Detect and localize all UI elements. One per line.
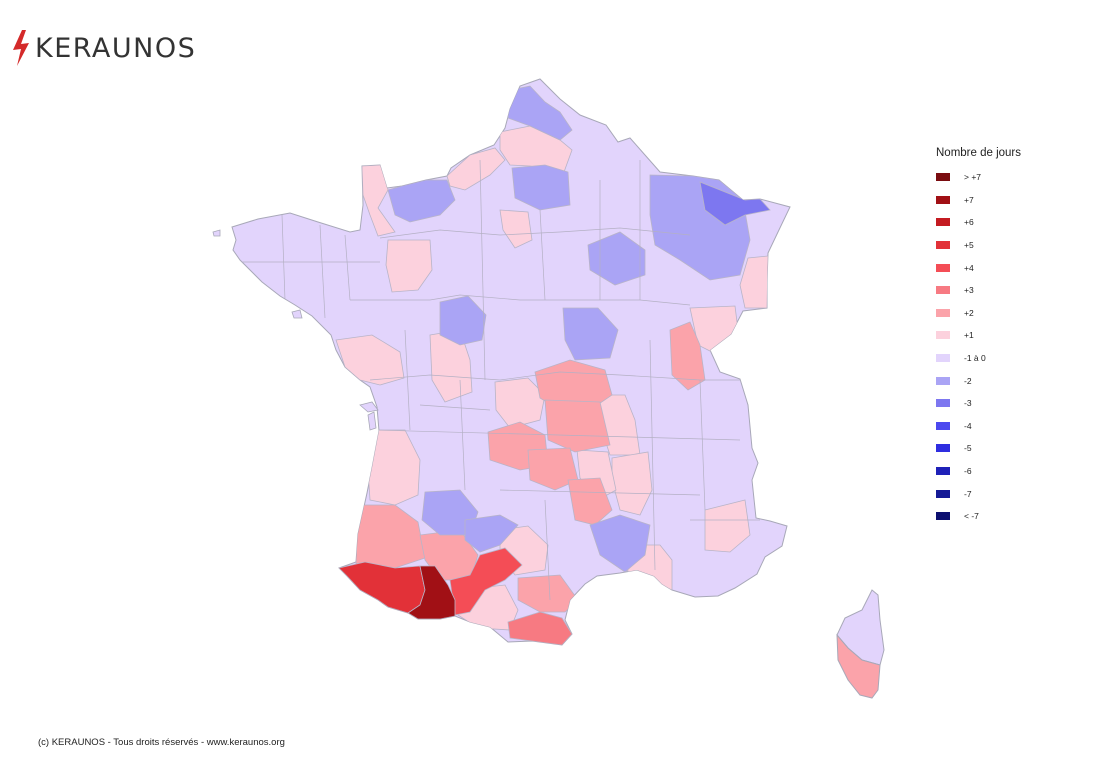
legend-label: -7 <box>964 488 972 499</box>
legend-swatch <box>936 489 950 498</box>
dept-plus4-haute-garonne <box>449 547 523 616</box>
dept-plus2-puy-de-dome <box>544 399 611 453</box>
ouessant <box>212 229 221 237</box>
dept-minus2-lot-et-garonne <box>464 514 519 553</box>
dept-plus1-vendee <box>335 334 405 386</box>
france-mainland <box>231 78 791 646</box>
dept-plus1-var <box>704 499 751 553</box>
dept-minus2-vosges-moselle <box>699 181 771 226</box>
legend-item: +4 <box>936 256 1021 279</box>
legend-label: -1 à 0 <box>964 353 986 364</box>
legend-label: > +7 <box>964 172 982 183</box>
legend-swatch <box>936 467 950 476</box>
legend-label: +2 <box>964 307 974 318</box>
legend-swatch <box>936 195 950 204</box>
dept-minus2-aube <box>587 231 646 286</box>
legend-label: < -7 <box>964 511 979 522</box>
dept-plus1-sarthe <box>385 239 433 293</box>
legend-label: +6 <box>964 217 974 228</box>
legend-swatch <box>936 286 950 295</box>
dept-plus1-haut-rhin <box>739 255 769 309</box>
dept-minus2-calvados <box>387 179 456 223</box>
legend: Nombre de jours > +7 +7 +6 +5 +4 +3 +2 +1 -1 à 0… <box>936 147 1021 528</box>
corsica-corse-du-sud <box>836 633 881 699</box>
dept-plus2-lozere <box>567 477 613 526</box>
keraunos-logo: KERAUNOS <box>10 28 196 68</box>
dept-minus2-aisne <box>511 164 571 211</box>
lightning-bolt-icon <box>13 30 29 66</box>
legend-label: -5 <box>964 443 972 454</box>
legend-label: +1 <box>964 330 974 341</box>
legend-swatch <box>936 399 950 408</box>
dept-plus2-aude-north <box>517 574 579 613</box>
legend-swatch <box>936 308 950 317</box>
dept-plus1-oise <box>499 209 533 249</box>
legend-item: +1 <box>936 324 1021 347</box>
dept-minus2-nievre <box>562 307 619 361</box>
dept-plus1-seine-maritime <box>446 147 506 191</box>
legend-item: +2 <box>936 302 1021 325</box>
legend-item: -4 <box>936 415 1021 438</box>
legend-swatch <box>936 173 950 182</box>
logo-text: KERAUNOS <box>35 32 197 64</box>
legend-swatch <box>936 512 950 521</box>
dept-plus3-pyrenees-orientales <box>507 611 573 645</box>
ile-de-re <box>359 401 379 413</box>
legend-label: -4 <box>964 420 972 431</box>
dept-plus5-pyrenees-atlantiques <box>338 561 426 614</box>
legend-title: Nombre de jours <box>936 147 1022 159</box>
departments <box>212 78 885 699</box>
legend-label: +7 <box>964 194 974 205</box>
legend-item: > +7 <box>936 166 1021 189</box>
legend-item: -6 <box>936 460 1021 483</box>
legend-swatch <box>936 354 950 363</box>
legend-swatch <box>936 331 950 340</box>
dept-minus2-nord <box>507 85 573 141</box>
legend-item: -5 <box>936 437 1021 460</box>
copyright-footer: (c) KERAUNOS - Tous droits réservés - ww… <box>38 737 285 748</box>
legend-label: +4 <box>964 262 974 273</box>
legend-swatch <box>936 421 950 430</box>
legend-item: -2 <box>936 369 1021 392</box>
legend-item: +7 <box>936 189 1021 212</box>
legend-label: -6 <box>964 466 972 477</box>
legend-label: +5 <box>964 240 974 251</box>
legend-swatch <box>936 241 950 250</box>
legend-item: +6 <box>936 211 1021 234</box>
dept-plus1-haute-loire <box>576 449 617 501</box>
legend-item: -1 à 0 <box>936 347 1021 370</box>
legend-swatch <box>936 376 950 385</box>
dept-plus2-cantal <box>527 447 579 491</box>
legend-swatch <box>936 263 950 272</box>
legend-item: +5 <box>936 234 1021 257</box>
legend-item: +3 <box>936 279 1021 302</box>
legend-swatch <box>936 444 950 453</box>
legend-label: -3 <box>964 398 972 409</box>
dept-minus2-herault <box>589 514 651 573</box>
legend-item: < -7 <box>936 505 1021 528</box>
belle-ile <box>291 309 303 319</box>
legend-item: -3 <box>936 392 1021 415</box>
dept-plus7-hautes-pyrenees <box>407 565 456 620</box>
legend-label: +3 <box>964 285 974 296</box>
legend-label: -2 <box>964 375 972 386</box>
dept-plus1-creuse <box>494 377 546 429</box>
ile-oleron <box>367 411 377 431</box>
legend-item: -7 <box>936 482 1021 505</box>
legend-swatch <box>936 218 950 227</box>
